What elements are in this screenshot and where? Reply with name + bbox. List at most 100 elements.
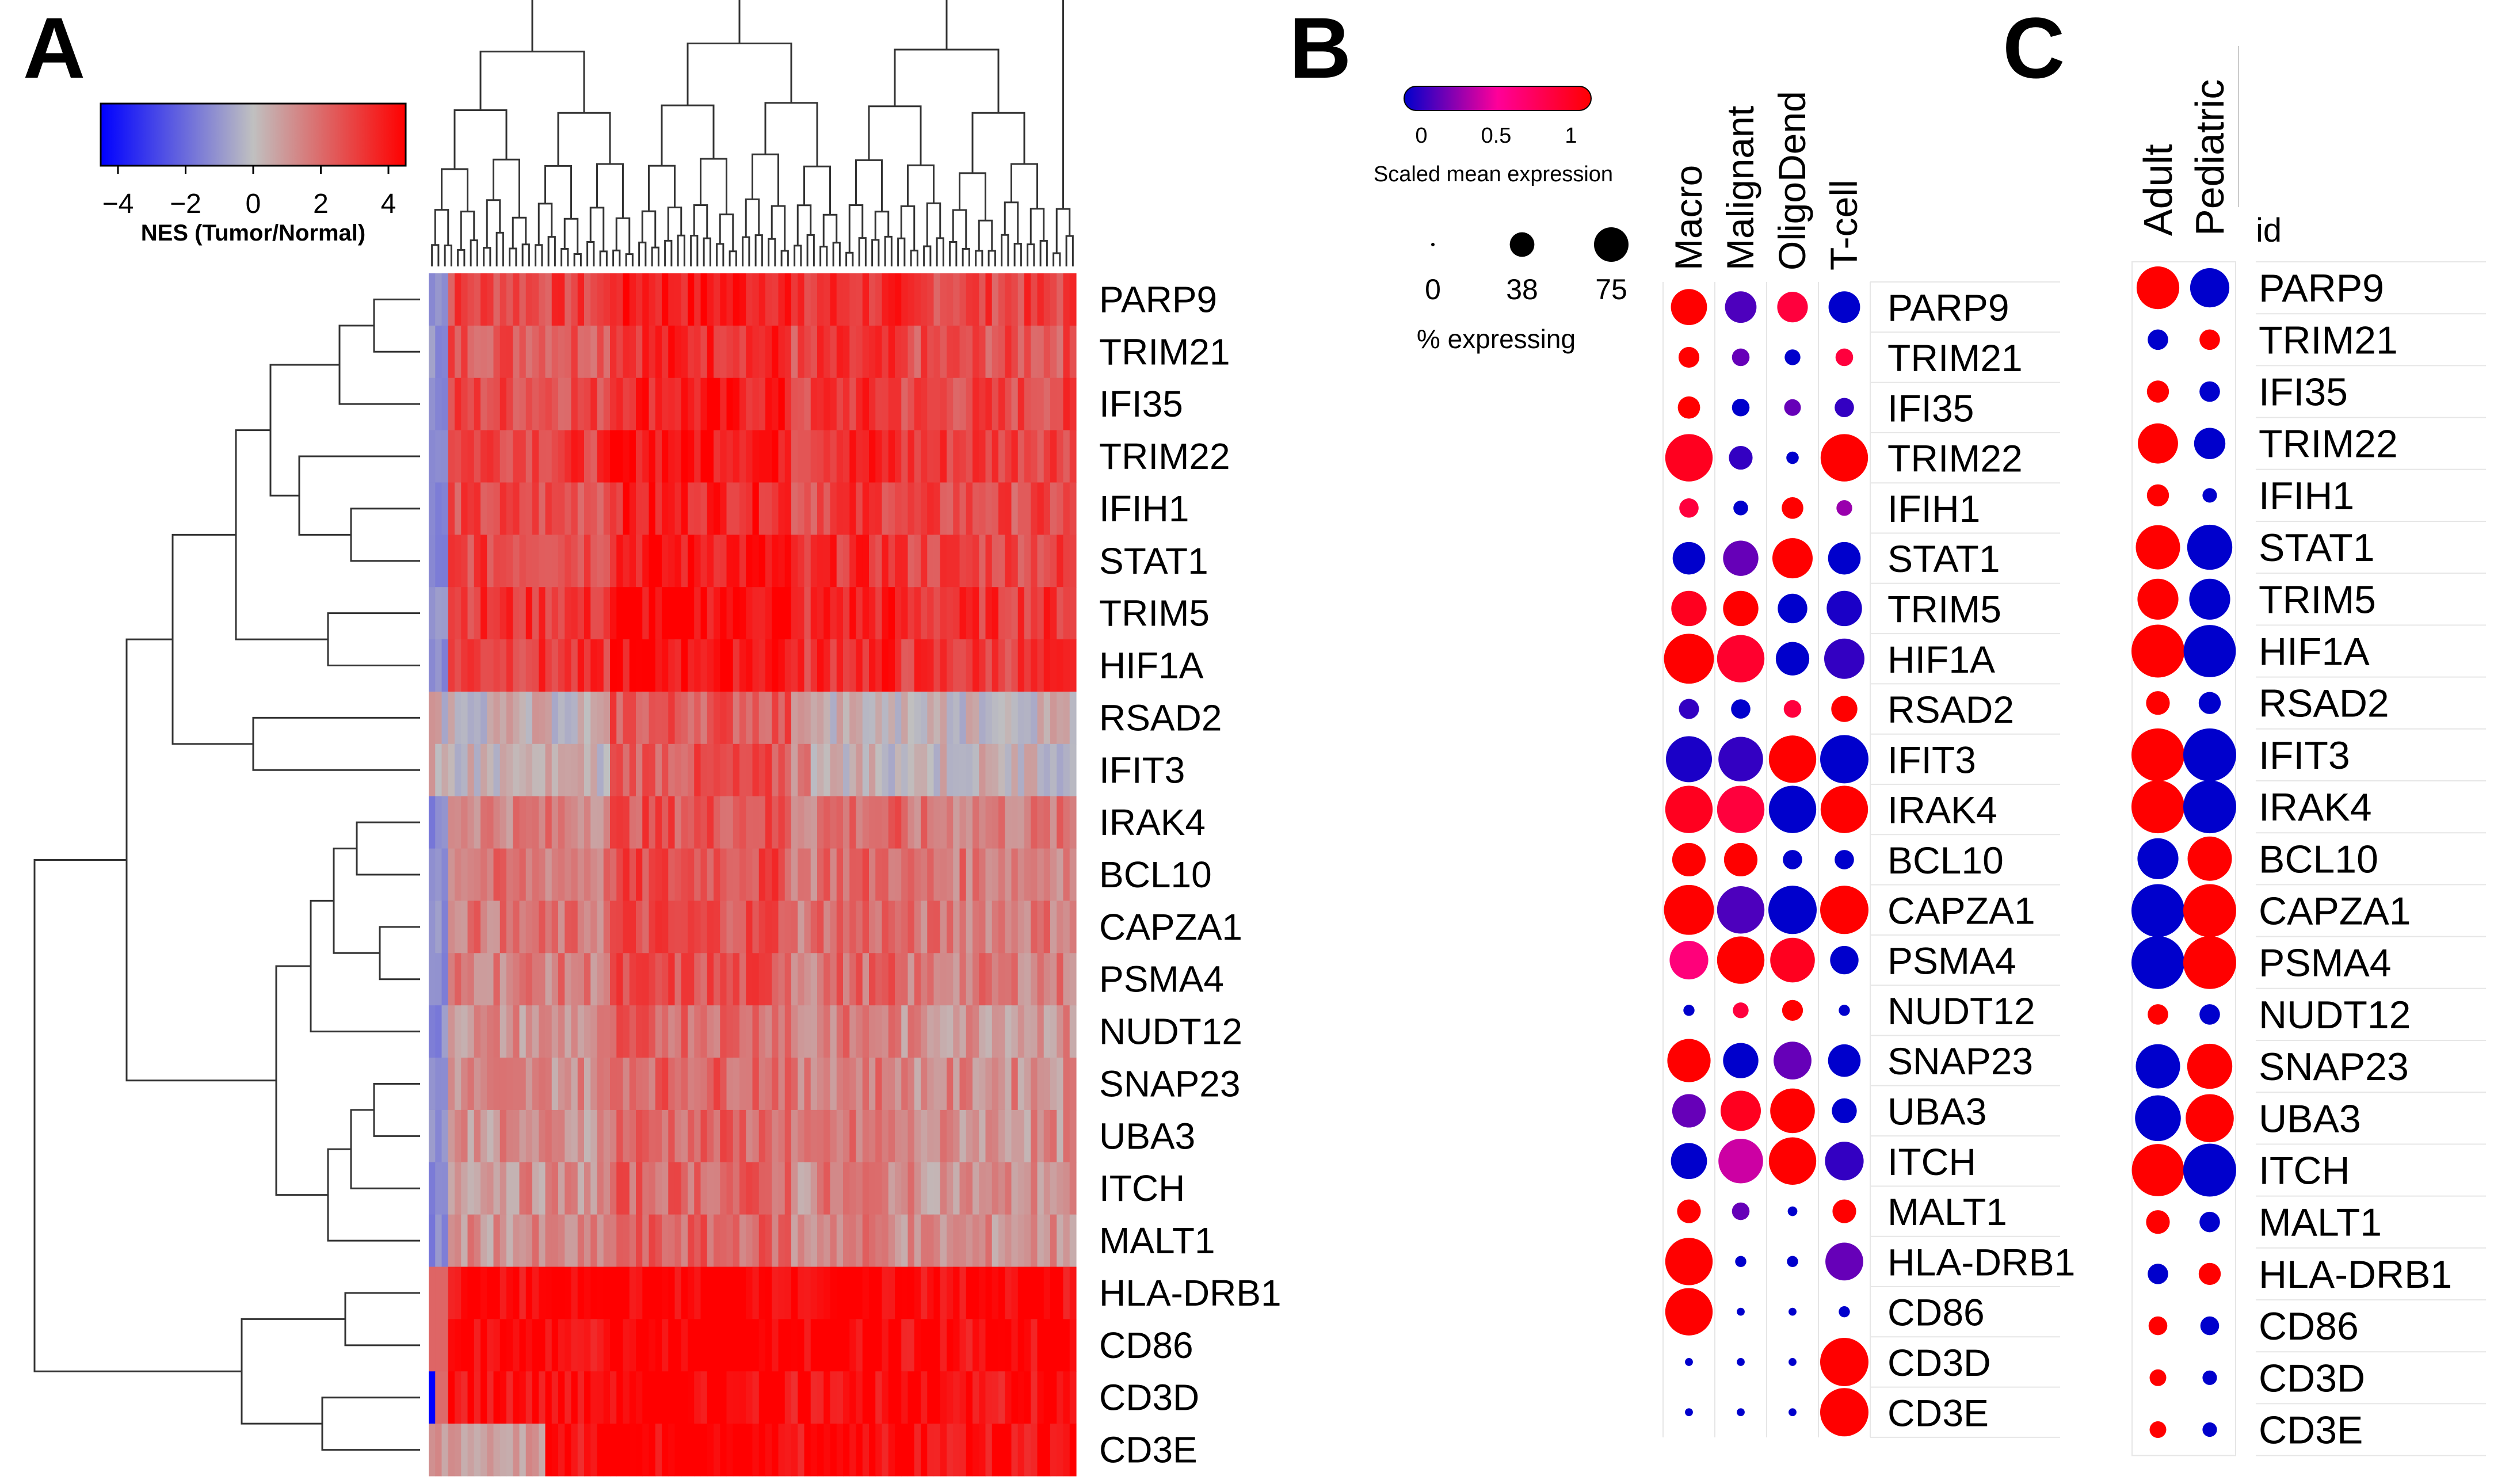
heatmap-row-label: TRIM5 bbox=[1099, 593, 1210, 634]
heatmap-cell bbox=[1031, 848, 1038, 902]
heatmap-cell bbox=[953, 1266, 960, 1319]
heatmap-cell bbox=[1069, 377, 1077, 431]
heatmap-cell bbox=[623, 377, 630, 431]
heatmap-cell bbox=[798, 535, 805, 588]
panel-b-dot bbox=[1671, 1143, 1707, 1180]
heatmap-cell bbox=[973, 901, 979, 953]
heatmap-cell bbox=[901, 691, 909, 745]
heatmap-cell bbox=[752, 1319, 760, 1372]
panel-b-row-label: STAT1 bbox=[1887, 537, 2000, 580]
heatmap-cell bbox=[694, 1109, 701, 1163]
panel-c-dot bbox=[2146, 1210, 2170, 1234]
heatmap-cell bbox=[455, 1109, 462, 1163]
heatmap-cell bbox=[901, 796, 909, 849]
heatmap-cell bbox=[739, 430, 746, 483]
heatmap-cell bbox=[959, 1266, 967, 1319]
heatmap-cell bbox=[791, 796, 798, 849]
heatmap-cell bbox=[862, 325, 870, 379]
heatmap-cell bbox=[784, 901, 792, 953]
heatmap-cell bbox=[636, 430, 643, 483]
panel-b-dot bbox=[1729, 445, 1753, 470]
panel-b-dot bbox=[1737, 1358, 1745, 1366]
heatmap-cell bbox=[545, 1162, 552, 1215]
heatmap-cell bbox=[947, 953, 954, 1006]
heatmap-cell bbox=[597, 535, 604, 588]
heatmap-cell bbox=[1050, 1214, 1057, 1268]
panel-c-dot bbox=[2148, 1264, 2168, 1284]
heatmap-cell bbox=[487, 901, 494, 953]
heatmap-cell bbox=[429, 430, 436, 483]
heatmap-cell bbox=[700, 1058, 708, 1111]
heatmap-cell bbox=[778, 848, 785, 902]
heatmap-cell bbox=[539, 325, 546, 379]
size-legend-label: 75 bbox=[1595, 273, 1627, 306]
heatmap-cell bbox=[843, 482, 850, 535]
heatmap-cell bbox=[966, 482, 973, 535]
heatmap-cell bbox=[481, 1109, 487, 1163]
heatmap-cell bbox=[973, 953, 979, 1006]
heatmap-cell bbox=[1037, 535, 1044, 588]
heatmap-cell bbox=[558, 1162, 565, 1215]
heatmap-cell bbox=[1024, 377, 1031, 431]
heatmap-cell bbox=[959, 1005, 967, 1058]
heatmap-cell bbox=[869, 1266, 876, 1319]
dendrogram-branch bbox=[350, 508, 420, 562]
heatmap-cell bbox=[603, 848, 611, 902]
heatmap-cell bbox=[688, 535, 695, 588]
heatmap-cell bbox=[746, 796, 753, 849]
heatmap-cell bbox=[610, 273, 617, 326]
heatmap-cell bbox=[448, 1319, 455, 1372]
heatmap-cell bbox=[1005, 743, 1012, 797]
heatmap-cell bbox=[545, 535, 552, 588]
heatmap-cell bbox=[590, 639, 598, 692]
heatmap-cell bbox=[720, 1162, 727, 1215]
heatmap-cell bbox=[804, 1371, 811, 1424]
heatmap-cell bbox=[862, 482, 870, 535]
heatmap-cell bbox=[707, 535, 714, 588]
heatmap-cell bbox=[933, 273, 941, 326]
heatmap-cell bbox=[1037, 1109, 1044, 1163]
heatmap-cell bbox=[474, 796, 481, 849]
heatmap-cell bbox=[700, 1109, 708, 1163]
dendrogram-branch bbox=[431, 244, 440, 266]
heatmap-cell bbox=[1037, 587, 1044, 640]
heatmap-cell bbox=[499, 1162, 507, 1215]
heatmap-cell bbox=[817, 1109, 824, 1163]
nes-legend-title: NES (Tumor/Normal) bbox=[141, 220, 365, 246]
panel-b-dot bbox=[1782, 999, 1803, 1021]
heatmap-cell bbox=[733, 796, 740, 849]
heatmap-cell bbox=[901, 587, 909, 640]
heatmap-cell bbox=[959, 743, 967, 797]
heatmap-cell bbox=[966, 273, 973, 326]
heatmap-cell bbox=[765, 273, 772, 326]
heatmap-cell bbox=[629, 1424, 636, 1477]
heatmap-cell bbox=[752, 1058, 760, 1111]
heatmap-cell bbox=[998, 1424, 1005, 1477]
heatmap-cell bbox=[649, 377, 656, 431]
heatmap-cell bbox=[435, 1058, 443, 1111]
heatmap-cell bbox=[1057, 743, 1064, 797]
heatmap-cell bbox=[688, 796, 695, 849]
heatmap-cell bbox=[441, 1005, 449, 1058]
heatmap-cell bbox=[843, 848, 850, 902]
heatmap-cell bbox=[895, 1058, 902, 1111]
heatmap-cell bbox=[448, 377, 455, 431]
heatmap-cell bbox=[998, 1214, 1005, 1268]
heatmap-cell bbox=[1005, 430, 1012, 483]
heatmap-cell bbox=[875, 743, 883, 797]
heatmap-cell bbox=[668, 325, 676, 379]
heatmap-cell bbox=[1024, 743, 1031, 797]
heatmap-cell bbox=[933, 1371, 941, 1424]
dendrogram-branch bbox=[780, 250, 789, 266]
heatmap-cell bbox=[798, 430, 805, 483]
heatmap-cell bbox=[843, 1266, 850, 1319]
heatmap-cell bbox=[461, 1058, 468, 1111]
heatmap-cell bbox=[1024, 587, 1031, 640]
dendrogram-branch bbox=[845, 251, 854, 266]
panel-b-dot bbox=[1826, 590, 1862, 627]
heatmap-cell bbox=[778, 691, 785, 745]
heatmap-cell bbox=[558, 1371, 565, 1424]
heatmap-cell bbox=[720, 430, 727, 483]
heatmap-cell bbox=[1063, 535, 1070, 588]
dendrogram-branch bbox=[729, 250, 737, 266]
